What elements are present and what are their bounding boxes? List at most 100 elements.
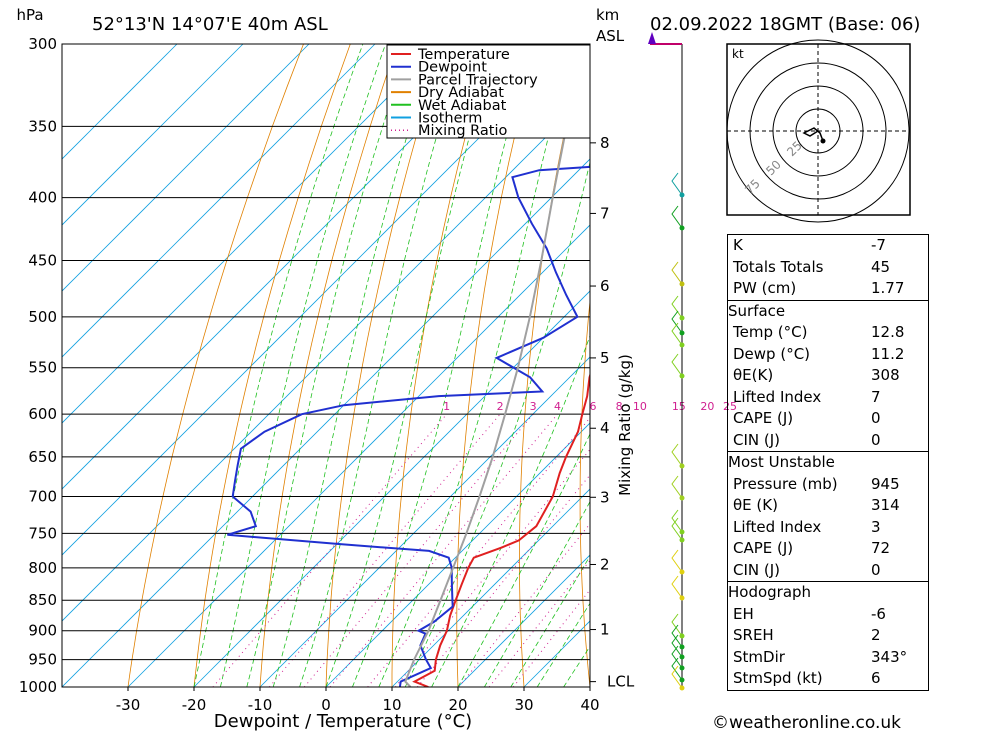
height-unit-km: km bbox=[596, 6, 619, 24]
dry-adiabat-line bbox=[193, 44, 351, 687]
index-value: -7 bbox=[871, 236, 886, 254]
indices-table: K -7 Totals Totals 45 PW (cm) 1.77 Surface Te… bbox=[727, 234, 929, 691]
wind-barb bbox=[671, 261, 683, 285]
mixing-ratio-line bbox=[212, 413, 448, 687]
wet-adiabat-line bbox=[272, 44, 437, 687]
mixing-ratio-label: 1 bbox=[443, 400, 450, 413]
x-tick-label: 0 bbox=[321, 696, 331, 714]
legend-label: Wet Adiabat bbox=[418, 98, 507, 114]
wind-barb bbox=[671, 295, 683, 319]
hodograph-row: EH -6 bbox=[728, 604, 928, 626]
mixing-ratio-axis-title: Mixing Ratio (g/kg) bbox=[616, 354, 634, 496]
pressure-unit: hPa bbox=[16, 6, 43, 24]
height-tick-label: 8 bbox=[600, 134, 610, 152]
mixing-ratio-line bbox=[367, 417, 590, 687]
mixing-ratio-line bbox=[269, 413, 501, 687]
isotherm-line bbox=[62, 44, 442, 424]
pressure-tick-label: 600 bbox=[28, 405, 57, 423]
legend-box bbox=[386, 44, 591, 139]
wind-barb bbox=[671, 517, 683, 541]
wind-barb bbox=[671, 645, 683, 669]
most-unstable-value: 314 bbox=[871, 496, 900, 514]
mixing-ratio-label: 2 bbox=[497, 400, 504, 413]
surface-label: CIN (J) bbox=[733, 430, 781, 449]
wind-barb bbox=[671, 575, 683, 599]
pressure-tick-label: 900 bbox=[28, 622, 57, 640]
surface-label: θE(K) bbox=[733, 366, 774, 384]
index-label: K bbox=[733, 236, 743, 254]
isotherm-line bbox=[457, 554, 590, 687]
isotherm-line bbox=[127, 224, 590, 687]
parcel-trajectory-line bbox=[404, 44, 584, 687]
isotherm-line bbox=[62, 44, 310, 292]
hodograph-value: -6 bbox=[871, 604, 886, 623]
pressure-tick-label: 500 bbox=[28, 308, 57, 326]
dry-adiabat-line bbox=[639, 44, 678, 687]
dry-adiabat-line bbox=[696, 44, 725, 687]
index-label: Totals Totals bbox=[733, 257, 824, 276]
pressure-tick-label: 800 bbox=[28, 559, 57, 577]
hodograph-value: 2 bbox=[871, 626, 881, 644]
index-value: 45 bbox=[871, 257, 891, 276]
surface-value: 7 bbox=[871, 387, 881, 406]
most-unstable-label: θE (K) bbox=[733, 496, 778, 514]
wet-adiabat-line bbox=[220, 44, 386, 687]
wind-barb bbox=[671, 634, 683, 658]
x-tick-label: 30 bbox=[514, 696, 533, 714]
mixing-ratio-line bbox=[329, 413, 558, 687]
index-row: PW (cm) 1.77 bbox=[728, 278, 928, 300]
wind-barb bbox=[671, 322, 683, 346]
pressure-tick-label: 550 bbox=[28, 359, 57, 377]
x-tick-label: -30 bbox=[116, 696, 141, 714]
height-tick-label: 3 bbox=[600, 488, 610, 506]
surface-label: Lifted Index bbox=[733, 387, 822, 406]
index-label: PW (cm) bbox=[733, 279, 797, 297]
hodograph-value: 6 bbox=[871, 669, 881, 687]
wind-barb bbox=[671, 353, 683, 377]
most-unstable-value: 945 bbox=[871, 474, 900, 493]
wind-barb bbox=[671, 665, 683, 689]
mixing-ratio-label: 6 bbox=[590, 400, 597, 413]
surface-row: CIN (J) 0 bbox=[728, 430, 928, 452]
pressure-tick-label: 850 bbox=[28, 591, 57, 609]
isotherm-line bbox=[62, 158, 590, 687]
location-label: 52°13'N 14°07'E 40m ASL bbox=[92, 14, 328, 35]
height-tick-label: 7 bbox=[600, 204, 610, 222]
x-axis-title: Dewpoint / Temperature (°C) bbox=[214, 711, 472, 732]
x-tick-label: 10 bbox=[382, 696, 401, 714]
pressure-tick-label: 350 bbox=[28, 117, 57, 135]
height-tick-label: 1 bbox=[600, 621, 610, 639]
most-unstable-row: CAPE (J) 72 bbox=[728, 538, 928, 560]
wind-barb bbox=[671, 172, 683, 196]
credit: ©weatheronline.co.uk bbox=[712, 713, 901, 733]
most-unstable-row: Pressure (mb) 945 bbox=[728, 474, 928, 496]
most-unstable-row: Lifted Index 3 bbox=[728, 517, 928, 539]
most-unstable-value: 3 bbox=[871, 517, 881, 536]
mixing-ratio-label: 15 bbox=[672, 400, 686, 413]
surface-row: CAPE (J) 0 bbox=[728, 408, 928, 430]
index-row: K -7 bbox=[728, 235, 928, 257]
height-tick-label: LCL bbox=[607, 673, 635, 691]
surface-value: 0 bbox=[871, 430, 881, 449]
temperature-line bbox=[412, 372, 590, 687]
dry-adiabat-line bbox=[127, 44, 304, 687]
isotherm-line bbox=[325, 422, 590, 687]
height-tick-label: 5 bbox=[600, 349, 610, 367]
isotherm-line bbox=[259, 356, 590, 687]
most-unstable-label: Pressure (mb) bbox=[733, 474, 838, 493]
height-tick-label: 6 bbox=[600, 277, 610, 295]
pressure-tick-label: 400 bbox=[28, 189, 57, 207]
most-unstable-row: θE (K) 314 bbox=[728, 495, 928, 517]
surface-value: 0 bbox=[871, 409, 881, 427]
dry-adiabat-line bbox=[957, 44, 1000, 687]
wind-barb bbox=[671, 657, 683, 681]
most-unstable-value: 72 bbox=[871, 539, 891, 557]
wet-adiabat-line bbox=[457, 433, 590, 687]
dry-adiabat-line bbox=[456, 44, 538, 687]
pressure-tick-label: 450 bbox=[28, 252, 57, 270]
hodograph-table-title: Hodograph bbox=[728, 583, 812, 601]
pressure-tick-label: 650 bbox=[28, 448, 57, 466]
mixing-ratio-label: 25 bbox=[723, 400, 737, 413]
wind-barb bbox=[671, 443, 683, 467]
